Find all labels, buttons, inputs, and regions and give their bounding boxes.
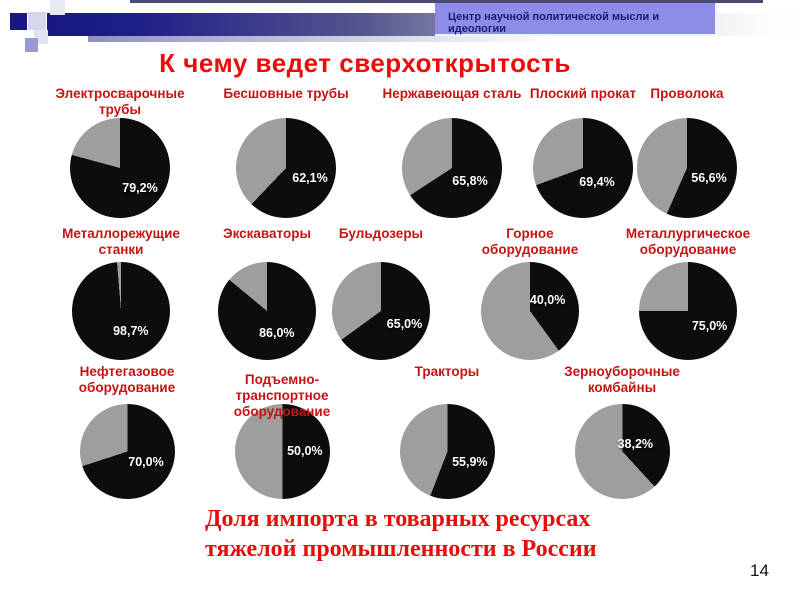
pie-value-label: 50,0% bbox=[287, 443, 323, 458]
pie-chart-title: Плоский прокат bbox=[529, 86, 637, 101]
caption-line-2: тяжелой промышленности в России bbox=[205, 536, 597, 562]
pie-graphic: 40,0% bbox=[481, 262, 579, 360]
pie-chart-title: Тракторы bbox=[414, 364, 480, 379]
pie-graphic: 79,2% bbox=[70, 118, 170, 218]
pie-graphic: 65,8% bbox=[402, 118, 502, 218]
pie-chart-seamless-pipes: Бесшовные трубы 62,1% bbox=[206, 86, 366, 218]
pie-chart-excavators: Экскаваторы 86,0% bbox=[187, 226, 347, 360]
pie-graphic: 56,6% bbox=[637, 118, 737, 218]
pie-chart-oil-gas-equipment: Нефтегазовое оборудование 70,0% bbox=[62, 364, 192, 499]
pie-graphic: 75,0% bbox=[639, 262, 737, 360]
pie-chart-flat-rolled: Плоский прокат 69,4% bbox=[503, 86, 663, 218]
pie-value-label: 65,8% bbox=[452, 174, 488, 188]
header-gradient-band-shadow bbox=[88, 36, 556, 42]
pie-chart-title: Металлургическое оборудование bbox=[625, 226, 751, 257]
pie-chart-grain-harvesters: Зерноуборочные комбайны 38,2% bbox=[547, 364, 697, 499]
pie-chart-title: Зерноуборочные комбайны bbox=[564, 364, 680, 395]
pie-graphic: 55,9% bbox=[399, 404, 495, 499]
top-rule bbox=[130, 0, 763, 3]
pie-chart-title: Нефтегазовое оборудование bbox=[78, 364, 176, 395]
pie-chart-title: Металлорежущие станки bbox=[62, 226, 180, 257]
pie-chart-wire: Проволока 56,6% bbox=[607, 86, 767, 218]
pie-chart-bulldozers: Бульдозеры 65,0% bbox=[301, 226, 461, 360]
slide-caption: Доля импорта в товарных ресурсах тяжелой… bbox=[205, 504, 597, 564]
pie-chart-title: Бульдозеры bbox=[338, 226, 424, 241]
pie-chart-stainless-steel: Нержавеющая сталь 65,8% bbox=[372, 86, 532, 218]
slide-title: К чему ведет сверхоткрытость bbox=[159, 48, 571, 78]
pie-graphic: 70,0% bbox=[79, 404, 175, 499]
deco-square-navy bbox=[10, 13, 27, 30]
pie-value-label: 98,7% bbox=[113, 323, 149, 338]
page-number: 14 bbox=[750, 561, 769, 580]
pie-graphic: 38,2% bbox=[574, 404, 670, 499]
pie-graphic: 65,0% bbox=[332, 262, 430, 360]
org-banner: Центр научной политической мысли и идеол… bbox=[435, 3, 717, 36]
pie-chart-title: Экскаваторы bbox=[222, 226, 312, 241]
pie-value-label: 69,4% bbox=[579, 175, 615, 189]
org-banner-text: Центр научной политической мысли и идеол… bbox=[448, 11, 660, 35]
pie-chart-tractors: Тракторы 55,9% bbox=[367, 364, 527, 499]
deco-square-light-top bbox=[50, 0, 65, 15]
pie-chart-title: Электросварочные трубы bbox=[55, 86, 185, 117]
pie-chart-title: Горное оборудование bbox=[481, 226, 579, 257]
pie-graphic: 50,0% bbox=[234, 404, 330, 499]
pie-value-label: 38,2% bbox=[617, 436, 654, 451]
pie-value-label: 86,0% bbox=[259, 325, 295, 340]
pie-chart-title: Подъемно-транспортное оборудование bbox=[233, 372, 331, 419]
pie-value-label: 75,0% bbox=[691, 318, 728, 333]
pie-graphic: 86,0% bbox=[218, 262, 316, 360]
caption-line-1: Доля импорта в товарных ресурсах bbox=[205, 506, 591, 532]
pie-chart-electrowelded-pipes: Электросварочные трубы 79,2% bbox=[45, 86, 195, 218]
pie-chart-lifting-transport-equipment: Подъемно-транспортное оборудование 50,0% bbox=[227, 364, 337, 499]
pie-chart-title: Нержавеющая сталь bbox=[382, 86, 522, 101]
deco-square-light-mid bbox=[28, 12, 46, 30]
pie-value-label: 56,6% bbox=[691, 171, 727, 185]
pie-value-label: 40,0% bbox=[529, 293, 566, 308]
pie-value-label: 62,1% bbox=[292, 171, 328, 185]
pie-graphic: 69,4% bbox=[533, 118, 633, 218]
pie-value-label: 70,0% bbox=[128, 454, 164, 469]
pie-chart-metal-cutting-machines: Металлорежущие станки 98,7% bbox=[56, 226, 186, 360]
pie-chart-metallurgical-equipment: Металлургическое оборудование 75,0% bbox=[623, 226, 753, 360]
pie-chart-title: Бесшовные трубы bbox=[223, 86, 349, 101]
pie-graphic: 98,7% bbox=[72, 262, 170, 360]
pie-value-label: 55,9% bbox=[452, 454, 488, 469]
pie-value-label: 79,2% bbox=[122, 181, 158, 195]
pie-value-label: 65,0% bbox=[386, 316, 423, 331]
pie-graphic: 62,1% bbox=[236, 118, 336, 218]
pie-chart-title: Проволока bbox=[650, 86, 724, 101]
pie-chart-mining-equipment: Горное оборудование 40,0% bbox=[475, 226, 585, 360]
deco-square-lavender bbox=[25, 38, 38, 52]
